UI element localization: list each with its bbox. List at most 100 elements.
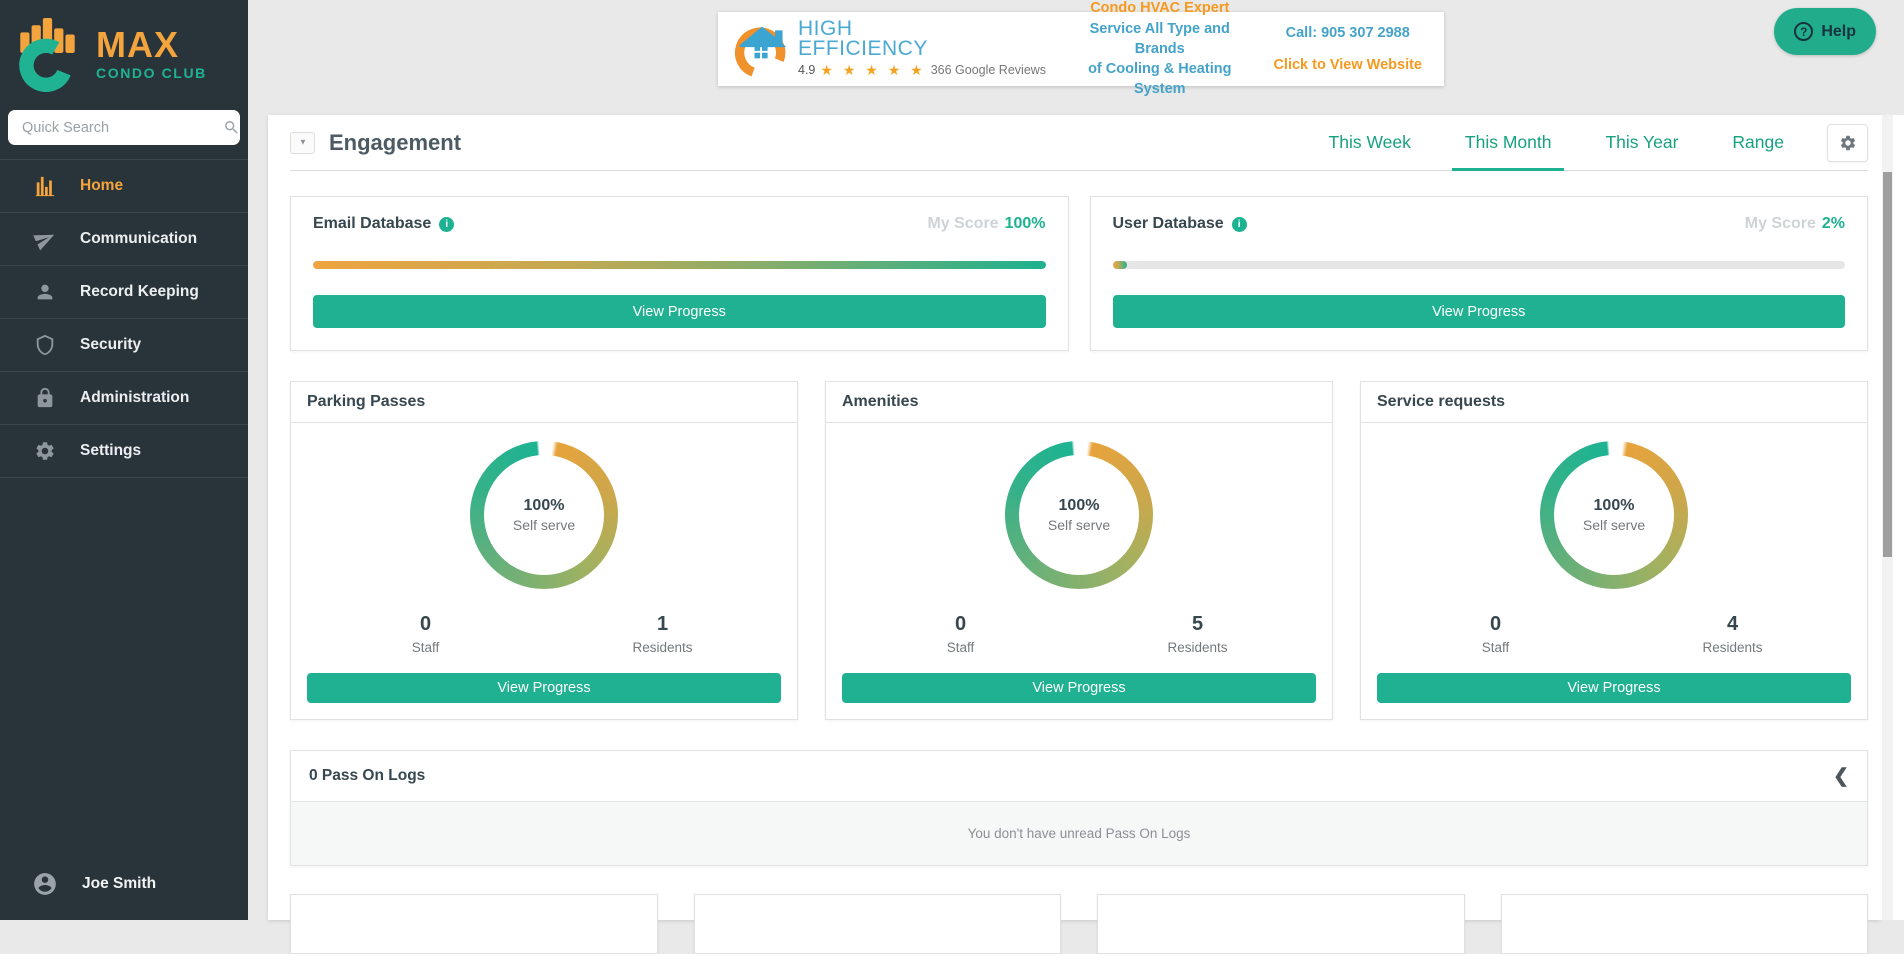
- tab-this-year[interactable]: This Year: [1605, 132, 1679, 152]
- service-requests-card: Service requests 100% Self serve 0 Staff…: [1360, 381, 1868, 720]
- shield-icon: [34, 334, 56, 356]
- paper-plane-icon: [33, 228, 56, 251]
- amenities-card: Amenities 100% Self serve 0 Staff 5 Res: [825, 381, 1333, 720]
- sidebar-item-record-keeping[interactable]: Record Keeping: [0, 266, 248, 319]
- view-progress-button[interactable]: View Progress: [313, 295, 1046, 328]
- page-title: Engagement: [329, 129, 462, 155]
- parking-passes-card: Parking Passes 100% Self serve 0 Staff 1: [290, 381, 798, 720]
- info-icon[interactable]: i: [439, 216, 455, 232]
- sidebar-item-label: Record Keeping: [80, 283, 199, 300]
- sidebar-item-administration[interactable]: Administration: [0, 372, 248, 425]
- brand-logo: MAX CONDO CLUB: [0, 0, 248, 106]
- bottom-card: [290, 894, 658, 954]
- sidebar-item-label: Home: [80, 177, 124, 194]
- residents-count: 5 Residents: [1167, 613, 1228, 655]
- pass-on-logs-title: 0 Pass On Logs: [309, 767, 426, 784]
- ad-headline: Condo HVAC Expert: [1090, 0, 1230, 17]
- sidebar-item-label: Communication: [80, 230, 198, 247]
- search-input[interactable]: [8, 119, 223, 136]
- donut-label: Self serve: [1582, 517, 1646, 533]
- donut-percent: 100%: [1058, 497, 1100, 514]
- donut-percent: 100%: [1593, 497, 1635, 514]
- brand-name: MAX: [96, 24, 179, 65]
- bottom-card: [693, 894, 1061, 954]
- info-icon[interactable]: i: [1231, 216, 1247, 232]
- sidebar-item-label: Security: [80, 336, 142, 353]
- user-name: Joe Smith: [82, 875, 157, 892]
- staff-count: 0 Staff: [1481, 613, 1510, 655]
- my-score: My Score 100%: [927, 215, 1046, 232]
- lock-icon: [34, 387, 56, 409]
- gear-icon: [1840, 135, 1855, 150]
- sidebar-item-communication[interactable]: Communication: [0, 213, 248, 266]
- sidebar-item-home[interactable]: Home: [0, 160, 248, 213]
- collapse-section-button[interactable]: ▼: [290, 131, 315, 154]
- ad-logo-text: HIGH EFFICIENCY: [798, 17, 928, 60]
- user-menu[interactable]: Joe Smith: [0, 858, 248, 910]
- my-score: My Score 2%: [1744, 215, 1845, 232]
- ad-website-link[interactable]: Click to View Website: [1273, 57, 1422, 73]
- person-icon: [34, 281, 56, 303]
- donut-percent: 100%: [523, 497, 565, 514]
- max-condo-club-logo-icon: [19, 18, 75, 92]
- email-database-card: Email Database i My Score 100% View Progr…: [290, 196, 1069, 351]
- help-label: Help: [1821, 22, 1856, 40]
- residents-count: 1 Residents: [632, 613, 693, 655]
- bottom-card: [1097, 894, 1465, 954]
- card-title: Service requests: [1361, 382, 1867, 423]
- scrollbar-area: [1876, 115, 1904, 920]
- settings-button[interactable]: [1827, 123, 1868, 162]
- sidebar-item-security[interactable]: Security: [0, 319, 248, 372]
- gear-icon: [34, 440, 56, 462]
- engagement-panel: ▼ Engagement This Week This Month This Y…: [268, 115, 1880, 954]
- ad-reviews-count: 366 Google Reviews: [930, 63, 1047, 78]
- card-title: User Database i: [1113, 215, 1247, 233]
- staff-count: 0 Staff: [946, 613, 975, 655]
- card-title: Parking Passes: [291, 382, 797, 423]
- scrollbar-thumb[interactable]: [1883, 172, 1892, 557]
- brand-subtitle: CONDO CLUB: [96, 65, 207, 81]
- search-button[interactable]: [223, 110, 240, 145]
- account-circle-icon: [34, 873, 56, 895]
- self-serve-donut-chart: 100% Self serve: [1540, 441, 1688, 589]
- quick-search: [8, 110, 240, 145]
- bar-chart-icon: [34, 175, 56, 197]
- tab-this-week[interactable]: This Week: [1328, 132, 1411, 152]
- question-mark-icon: ?: [1794, 22, 1814, 41]
- donut-label: Self serve: [1047, 517, 1111, 533]
- view-progress-button[interactable]: View Progress: [1377, 673, 1851, 703]
- ad-subline-2: of Cooling & Heating System: [1088, 61, 1232, 98]
- progress-bar: [313, 261, 1046, 269]
- staff-count: 0 Staff: [411, 613, 440, 655]
- self-serve-donut-chart: 100% Self serve: [1005, 441, 1153, 589]
- tab-range[interactable]: Range: [1732, 132, 1784, 152]
- pass-on-logs-section: 0 Pass On Logs ❮ You don't have unread P…: [290, 750, 1868, 866]
- donut-label: Self serve: [512, 517, 576, 533]
- chevron-left-icon[interactable]: ❮: [1833, 765, 1849, 787]
- high-efficiency-logo-icon: [734, 26, 787, 77]
- ad-phone-number[interactable]: Call: 905 307 2988: [1285, 25, 1410, 41]
- scrollbar-track[interactable]: [1882, 115, 1893, 920]
- ad-subline-1: Service All Type and Brands: [1089, 20, 1230, 57]
- self-serve-donut-chart: 100% Self serve: [470, 441, 618, 589]
- pass-on-logs-empty-message: You don't have unread Pass On Logs: [291, 801, 1867, 865]
- card-title: Email Database i: [313, 215, 455, 233]
- residents-count: 4 Residents: [1702, 613, 1763, 655]
- sidebar: MAX CONDO CLUB Home Communication: [0, 0, 248, 920]
- view-progress-button[interactable]: View Progress: [307, 673, 781, 703]
- tab-this-month[interactable]: This Month: [1438, 115, 1579, 171]
- hvac-ad-banner[interactable]: HIGH EFFICIENCY 4.9 ★ ★ ★ ★ ★ 366 Google…: [718, 0, 1444, 97]
- star-rating-icons: ★ ★ ★ ★ ★: [820, 61, 926, 78]
- sidebar-item-label: Settings: [80, 442, 142, 459]
- sidebar-item-settings[interactable]: Settings: [0, 425, 248, 478]
- view-progress-button[interactable]: View Progress: [1112, 295, 1845, 328]
- bottom-card-row: [290, 894, 1868, 954]
- sidebar-item-label: Administration: [80, 389, 190, 406]
- ad-rating: 4.9: [798, 63, 816, 78]
- help-button[interactable]: ? Help: [1774, 8, 1876, 55]
- search-icon: [225, 121, 238, 134]
- bottom-card: [1500, 894, 1868, 954]
- view-progress-button[interactable]: View Progress: [842, 673, 1316, 703]
- period-tabs: This Week This Month This Year Range: [1302, 115, 1811, 171]
- user-database-card: User Database i My Score 2% View Progress: [1089, 196, 1868, 351]
